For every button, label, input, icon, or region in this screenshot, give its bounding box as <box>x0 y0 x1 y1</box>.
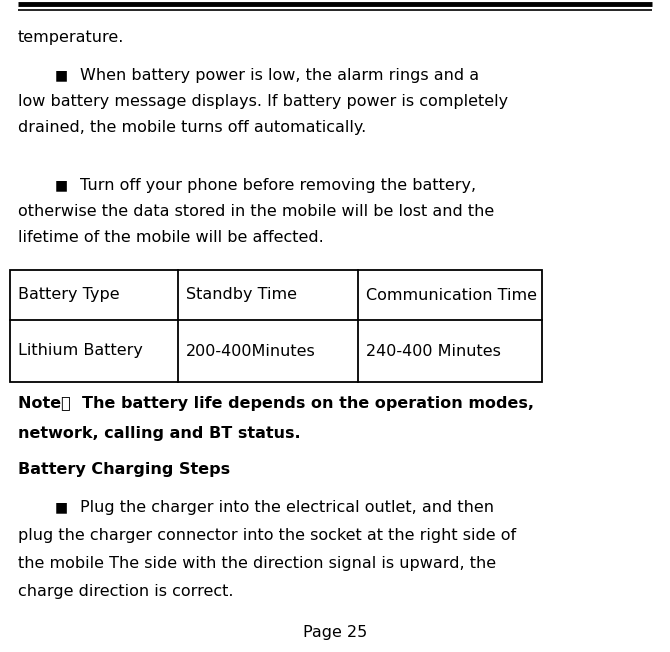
Text: plug the charger connector into the socket at the right side of: plug the charger connector into the sock… <box>18 528 516 543</box>
Text: ■: ■ <box>55 68 68 82</box>
Text: temperature.: temperature. <box>18 30 125 45</box>
Text: Turn off your phone before removing the battery,: Turn off your phone before removing the … <box>80 178 476 193</box>
Text: Battery Type: Battery Type <box>18 288 120 303</box>
Text: 200-400Minutes: 200-400Minutes <box>186 344 316 359</box>
Text: ■: ■ <box>55 500 68 514</box>
Text: Page 25: Page 25 <box>303 625 367 640</box>
Text: Battery Charging Steps: Battery Charging Steps <box>18 462 230 477</box>
Text: the mobile The side with the direction signal is upward, the: the mobile The side with the direction s… <box>18 556 496 571</box>
Bar <box>10 270 542 382</box>
Text: Plug the charger into the electrical outlet, and then: Plug the charger into the electrical out… <box>80 500 494 515</box>
Text: otherwise the data stored in the mobile will be lost and the: otherwise the data stored in the mobile … <box>18 204 494 219</box>
Text: Lithium Battery: Lithium Battery <box>18 344 143 359</box>
Text: ■: ■ <box>55 178 68 192</box>
Text: Standby Time: Standby Time <box>186 288 297 303</box>
Text: Note：  The battery life depends on the operation modes,: Note： The battery life depends on the op… <box>18 396 534 411</box>
Text: When battery power is low, the alarm rings and a: When battery power is low, the alarm rin… <box>80 68 479 83</box>
Text: drained, the mobile turns off automatically.: drained, the mobile turns off automatica… <box>18 120 366 135</box>
Text: network, calling and BT status.: network, calling and BT status. <box>18 426 301 441</box>
Text: 240-400 Minutes: 240-400 Minutes <box>366 344 501 359</box>
Text: lifetime of the mobile will be affected.: lifetime of the mobile will be affected. <box>18 230 324 245</box>
Text: low battery message displays. If battery power is completely: low battery message displays. If battery… <box>18 94 508 109</box>
Text: Communication Time: Communication Time <box>366 288 537 303</box>
Text: charge direction is correct.: charge direction is correct. <box>18 584 234 599</box>
